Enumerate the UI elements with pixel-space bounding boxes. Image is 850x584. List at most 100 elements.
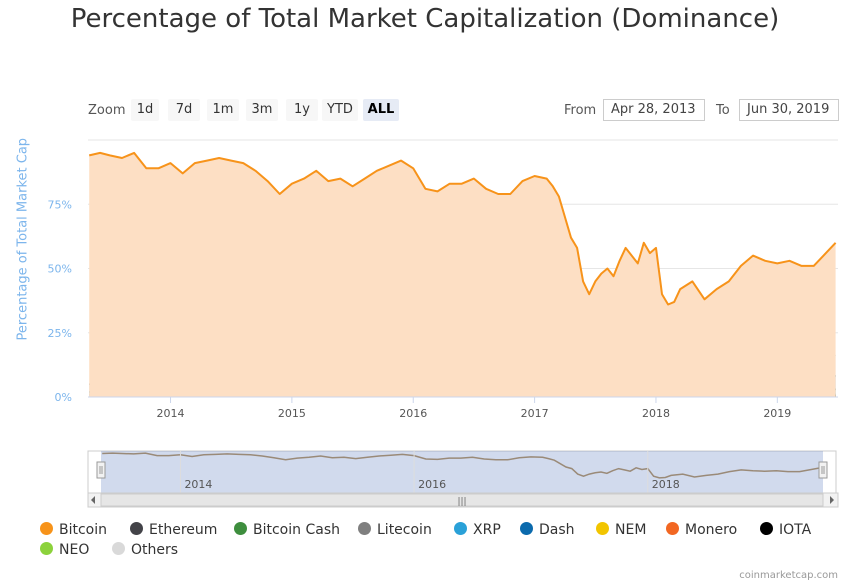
navigator-series <box>102 452 821 479</box>
legend-item-dash[interactable]: Dash <box>520 522 575 538</box>
zoom-label: Zoom <box>88 103 126 118</box>
legend-item-iota[interactable]: IOTA <box>760 522 811 538</box>
series-line-bitcoin <box>88 151 837 306</box>
legend-item-bitcoin-cash[interactable]: Bitcoin Cash <box>234 522 340 538</box>
series-iota <box>589 391 836 397</box>
series-area-iota <box>589 391 836 397</box>
series-nem <box>413 391 836 398</box>
series-line-nem <box>413 391 836 398</box>
series-bitcoin <box>88 151 837 397</box>
series-line-others <box>89 329 837 396</box>
navigator-frame <box>87 450 837 494</box>
legend-item-monero[interactable]: Monero <box>666 522 737 538</box>
series-area-litecoin <box>89 381 836 397</box>
series-xrp <box>89 344 836 397</box>
legend-label: Monero <box>685 522 738 538</box>
scroll-left-arrow <box>91 496 95 504</box>
series-line-litecoin <box>89 380 836 396</box>
x-tick-label: 2019 <box>763 407 791 420</box>
series-litecoin <box>89 380 836 397</box>
zoom-1m-button[interactable]: 1m <box>207 99 239 121</box>
y-tick-label: 50% <box>48 263 72 276</box>
legend-marker-icon <box>40 542 53 555</box>
legend-label: NEO <box>59 542 90 558</box>
zoom-all-button[interactable]: ALL <box>363 99 399 121</box>
legend-marker-icon <box>112 542 125 555</box>
zoom-7d-button[interactable]: 7d <box>168 99 200 121</box>
legend-item-ethereum[interactable]: Ethereum <box>130 522 217 538</box>
legend-item-neo[interactable]: NEO <box>40 542 89 558</box>
y-tick-label: 75% <box>48 198 72 211</box>
range-from-input[interactable]: Apr 28, 2013 <box>603 99 705 121</box>
legend-item-litecoin[interactable]: Litecoin <box>358 522 432 538</box>
zoom-ytd-button[interactable]: YTD <box>322 99 358 121</box>
navigator-right-handle <box>818 461 828 479</box>
series-area-monero <box>473 394 836 397</box>
series-area-nem <box>413 391 836 397</box>
range-to-label: To <box>716 103 730 118</box>
legend-item-nem[interactable]: NEM <box>596 522 646 538</box>
series-line-neo <box>583 392 836 397</box>
scrollbar-track <box>87 492 839 508</box>
legend-label: Dash <box>539 522 575 538</box>
legend-marker-icon <box>40 522 53 535</box>
series-area-xrp <box>89 345 836 397</box>
series-area-dash <box>352 389 836 397</box>
legend-marker-icon <box>596 522 609 535</box>
range-to-input[interactable]: Jun 30, 2019 <box>739 99 839 121</box>
navigator-label: 2018 <box>652 478 680 491</box>
scrollbar-thumb <box>100 493 824 507</box>
navigator: 2014 2016 2018 ||| <box>87 450 839 508</box>
series-neo <box>583 392 836 397</box>
navigator-mask <box>101 451 823 493</box>
grid <box>88 139 838 398</box>
series-bitcoin-cash <box>604 373 836 397</box>
scrollbar-grip: ||| <box>457 497 466 507</box>
series-monero <box>473 393 836 397</box>
range-from-label: From <box>564 103 597 118</box>
navigator-left-handle <box>96 461 106 479</box>
legend-marker-icon <box>454 522 467 535</box>
legend-label: XRP <box>473 522 501 538</box>
y-tick-label: 0% <box>55 391 72 404</box>
legend-label: Others <box>131 542 179 558</box>
x-tick-label: 2018 <box>642 407 670 420</box>
legend-marker-icon <box>358 522 371 535</box>
zoom-3m-button[interactable]: 3m <box>246 99 278 121</box>
legend-label: NEM <box>615 522 647 538</box>
x-tick-label: 2016 <box>399 407 427 420</box>
navigator-label: 2016 <box>418 478 446 491</box>
series-line-iota <box>589 391 836 397</box>
chart-title: Percentage of Total Market Capitalizatio… <box>70 4 780 34</box>
y-tick-label: 25% <box>48 327 72 340</box>
series-others <box>89 329 837 397</box>
x-tick-label: 2014 <box>157 407 185 420</box>
legend-item-xrp[interactable]: XRP <box>454 522 501 538</box>
legend-marker-icon <box>130 522 143 535</box>
zoom-1y-button[interactable]: 1y <box>286 99 318 121</box>
x-tick-label: 2015 <box>278 407 306 420</box>
legend-marker-icon <box>666 522 679 535</box>
zoom-1d-button[interactable]: 1d <box>131 99 159 121</box>
legend-item-others[interactable]: Others <box>112 542 178 558</box>
credit-link[interactable]: coinmarketcap.com <box>739 570 838 581</box>
legend-label: Bitcoin <box>59 522 108 538</box>
series-line-bitcoin-cash <box>604 373 836 391</box>
series-ethereum <box>364 316 836 397</box>
legend-label: Bitcoin Cash <box>253 522 340 538</box>
series-line-dash <box>352 388 836 397</box>
x-tick-label: 2017 <box>521 407 549 420</box>
navigator-label: 2014 <box>184 478 212 491</box>
legend-marker-icon <box>520 522 533 535</box>
series-area-bitcoin <box>89 152 836 397</box>
series-area-bitcoin-cash <box>605 373 836 397</box>
legend-item-bitcoin[interactable]: Bitcoin <box>40 522 107 538</box>
y-axis-title: Percentage of Total Market Cap <box>15 137 31 341</box>
series-area-neo <box>583 393 836 397</box>
series-line-ethereum <box>364 316 836 396</box>
series-layer <box>88 151 837 398</box>
series-area-ethereum <box>364 317 836 397</box>
legend-marker-icon <box>760 522 773 535</box>
legend-label: Ethereum <box>149 522 218 538</box>
